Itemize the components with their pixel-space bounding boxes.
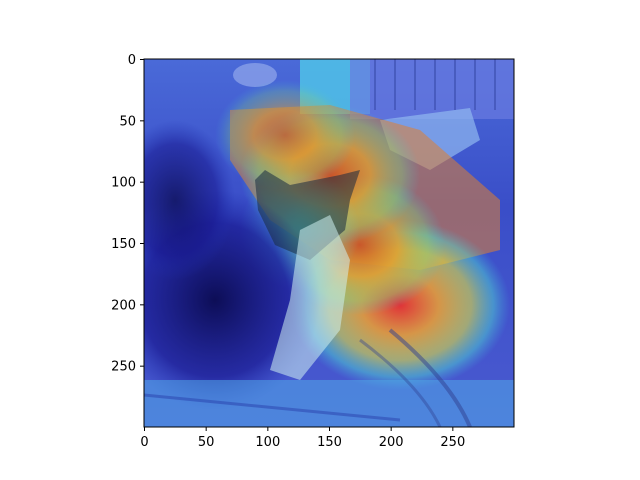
y-tick-label: 100 [111, 176, 136, 191]
x-tick-label: 250 [440, 435, 465, 450]
y-tick-label: 0 [128, 53, 136, 68]
x-tick-label: 100 [255, 435, 280, 450]
y-tick-label: 50 [119, 114, 136, 129]
x-axis-ticks: 0 50 100 150 200 250 [140, 427, 465, 450]
x-tick-label: 200 [379, 435, 404, 450]
y-tick-label: 200 [111, 298, 136, 313]
x-tick-label: 50 [198, 435, 215, 450]
x-tick-label: 150 [317, 435, 342, 450]
heatmap-image [144, 59, 514, 427]
y-tick-label: 250 [111, 360, 136, 375]
x-tick-label: 0 [140, 435, 148, 450]
y-axis-ticks: 0 50 100 150 200 250 [111, 53, 144, 375]
y-tick-label: 150 [111, 237, 136, 252]
